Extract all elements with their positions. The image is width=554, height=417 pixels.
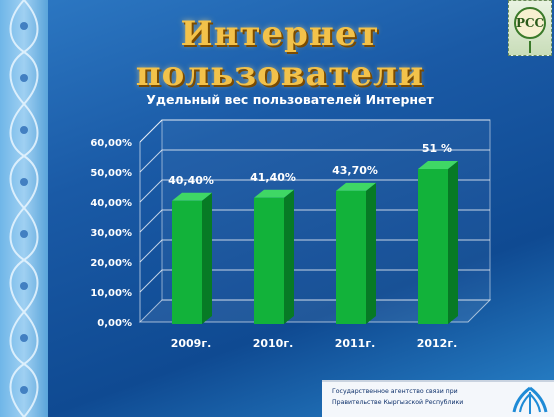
footer-banner: Государственное агентство связи при Прав… [322, 380, 554, 417]
footer-text-line1: Государственное агентство связи при [332, 388, 458, 395]
data-labels: 40,40% 41,40% 43,70% 51 % [168, 142, 452, 187]
logo-emblem-icon [514, 7, 546, 53]
gridline [139, 269, 490, 293]
slide-title: Интернет пользователи [135, 14, 425, 94]
x-tick-label: 2010г. [253, 337, 294, 350]
data-label: 40,40% [168, 174, 214, 187]
y-tick-label: 60,00% [90, 138, 132, 149]
footer-text-line2: Правительстве Кыргызской Республики [332, 399, 464, 406]
gridlines [139, 119, 490, 293]
agency-emblem-icon [512, 386, 548, 414]
gridline [139, 149, 490, 173]
y-tick-label: 50,00% [90, 168, 132, 179]
logo-text: РСС [515, 16, 545, 30]
bar [336, 182, 376, 324]
chart-title: Удельный вес пользователей Интернет [146, 92, 434, 107]
y-tick-label: 10,00% [90, 288, 132, 299]
data-label: 51 % [422, 142, 452, 155]
ornament-border [0, 0, 48, 417]
bars [172, 161, 458, 324]
gridline [139, 179, 490, 203]
y-tick-label: 40,00% [90, 198, 132, 209]
x-axis-ticks: 2009г. 2010г. 2011г. 2012г. [171, 337, 458, 350]
bar [172, 192, 212, 324]
y-tick-label: 20,00% [90, 258, 132, 269]
x-tick-label: 2009г. [171, 337, 212, 350]
x-tick-label: 2011г. [335, 337, 376, 350]
gridline [139, 209, 490, 233]
bar [418, 161, 458, 324]
data-label: 43,70% [332, 164, 378, 177]
gridline [139, 119, 490, 143]
y-axis-ticks: 0,00% 10,00% 20,00% 30,00% 40,00% 50,00% 60,00… [90, 138, 132, 329]
gridline [139, 239, 490, 263]
x-tick-label: 2012г. [417, 337, 458, 350]
data-label: 41,40% [250, 171, 296, 184]
rss-logo: РСС [508, 0, 552, 56]
y-tick-label: 0,00% [97, 318, 132, 329]
y-tick-label: 30,00% [90, 228, 132, 239]
bar [254, 189, 294, 324]
